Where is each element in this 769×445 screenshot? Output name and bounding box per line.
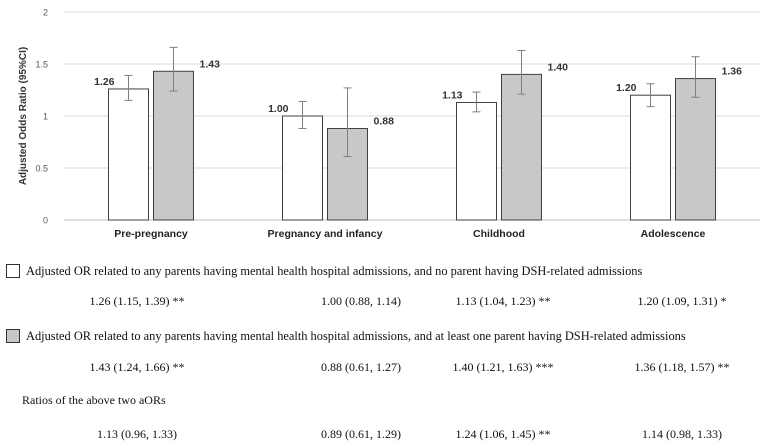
y-axis-label: Adjusted Odds Ratio (95%CI) bbox=[18, 47, 29, 185]
y-tick-label: 1 bbox=[43, 112, 48, 122]
ratios-label: Ratios of the above two aORs bbox=[22, 393, 166, 407]
category-label: Adolescence bbox=[641, 228, 706, 240]
y-tick-label: 0 bbox=[43, 216, 48, 226]
legend-text-2: Adjusted OR related to any parents havin… bbox=[26, 328, 686, 343]
y-tick-label: 0.5 bbox=[35, 164, 48, 174]
legend-text-1: Adjusted OR related to any parents havin… bbox=[26, 263, 643, 278]
bar bbox=[675, 78, 716, 221]
data-label: 1.13 bbox=[442, 89, 463, 101]
stat-r3-c1: 1.13 (0.96, 1.33) bbox=[97, 427, 177, 441]
stat-r2-c3: 1.40 (1.21, 1.63) *** bbox=[452, 360, 554, 374]
bar bbox=[456, 101, 497, 221]
bar bbox=[630, 94, 671, 221]
bar bbox=[282, 115, 323, 221]
legend-swatch-gray bbox=[6, 329, 20, 343]
stat-r1-c4: 1.20 (1.09, 1.31) * bbox=[637, 294, 727, 308]
bar bbox=[501, 73, 542, 221]
data-label: 1.40 bbox=[548, 61, 569, 73]
data-label: 1.26 bbox=[94, 76, 115, 88]
stats-row-2: 1.43 (1.24, 1.66) ** 0.88 (0.61, 1.27) 1… bbox=[0, 360, 769, 378]
stats-row-1: 1.26 (1.15, 1.39) ** 1.00 (0.88, 1.14) 1… bbox=[0, 294, 769, 312]
data-label: 1.36 bbox=[722, 66, 743, 78]
stat-r3-c4: 1.14 (0.98, 1.33) bbox=[642, 427, 722, 441]
stat-r1-c1: 1.26 (1.15, 1.39) ** bbox=[89, 294, 185, 308]
legend-row-2: Adjusted OR related to any parents havin… bbox=[6, 326, 686, 346]
stat-r3-c2: 0.89 (0.61, 1.29) bbox=[321, 427, 401, 441]
y-tick-label: 2 bbox=[43, 8, 48, 18]
stat-r2-c2: 0.88 (0.61, 1.27) bbox=[321, 360, 401, 374]
odds-ratio-bar-chart: 0 0.5 1 1.5 2 Adjusted Odds Ratio (95%CI) 1.26… bbox=[18, 8, 760, 240]
data-label: 1.43 bbox=[200, 58, 221, 70]
bar bbox=[153, 70, 194, 221]
stats-row-3: 1.13 (0.96, 1.33) 0.89 (0.61, 1.29) 1.24… bbox=[0, 427, 769, 445]
legend-row-1: Adjusted OR related to any parents havin… bbox=[6, 261, 642, 281]
stat-r1-c3: 1.13 (1.04, 1.23) ** bbox=[455, 294, 551, 308]
data-label: 0.88 bbox=[374, 115, 395, 127]
stat-r2-c4: 1.36 (1.18, 1.57) ** bbox=[634, 360, 730, 374]
category-label: Pregnancy and infancy bbox=[268, 228, 383, 240]
bar bbox=[108, 88, 149, 221]
stat-r2-c1: 1.43 (1.24, 1.66) ** bbox=[89, 360, 185, 374]
legend-swatch-white bbox=[6, 264, 20, 278]
stat-r3-c3: 1.24 (1.06, 1.45) ** bbox=[455, 427, 551, 441]
stat-r1-c2: 1.00 (0.88, 1.14) bbox=[321, 294, 401, 308]
category-label: Pre-pregnancy bbox=[114, 228, 188, 240]
category-label: Childhood bbox=[473, 228, 525, 240]
y-tick-label: 1.5 bbox=[35, 60, 48, 70]
data-label: 1.20 bbox=[616, 82, 637, 94]
data-label: 1.00 bbox=[268, 103, 289, 115]
